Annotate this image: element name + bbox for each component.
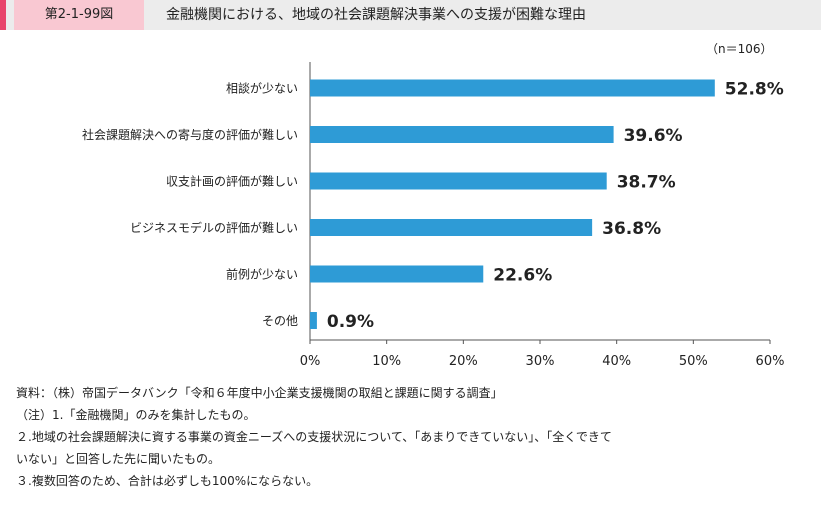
x-tick-label: 0%: [300, 354, 321, 369]
bar-chart: 0% 10% 20% 30% 40% 50% 60% 相談が少ない 52.8% 社会課題解決への寄…: [82, 62, 785, 369]
value-label: 22.6%: [493, 266, 552, 286]
x-tick-label: 40%: [602, 354, 631, 369]
category-label: その他: [262, 314, 298, 328]
x-tick-label: 20%: [449, 354, 478, 369]
value-label: 39.6%: [624, 126, 683, 146]
source-note: 資料：（株）帝国データバンク「令和６年度中小企業支援機関の取組と課題に関する調査…: [16, 386, 503, 400]
value-label: 36.8%: [602, 219, 661, 239]
value-label: 38.7%: [617, 173, 676, 193]
x-tick-label: 10%: [372, 354, 401, 369]
figure-id: 第2-1-99図: [14, 0, 144, 30]
note-3: ３.複数回答のため、合計は必ずしも100%にならない。: [16, 474, 319, 488]
figure-header: 第2-1-99図 金融機関における、地域の社会課題解決事業への支援が困難な理由: [0, 0, 821, 30]
category-label: 収支計画の評価が難しい: [166, 174, 298, 189]
category-label: 相談が少ない: [226, 81, 298, 96]
bar: [310, 265, 484, 283]
note-1: （注）1.「金融機関」のみを集計したもの。: [16, 408, 256, 422]
bar: [310, 126, 614, 143]
category-label: 社会課題解決への寄与度の評価が難しい: [82, 127, 298, 142]
category-label: 前例が少ない: [226, 267, 298, 282]
bar: [310, 79, 715, 97]
note-2-continued: いない」と回答した先に聞いたもの。: [16, 452, 221, 466]
bar: [310, 219, 593, 236]
header-accent-bar: [0, 0, 6, 30]
footnotes: 資料：（株）帝国データバンク「令和６年度中小企業支援機関の取組と課題に関する調査…: [16, 382, 816, 492]
figure-title: 金融機関における、地域の社会課題解決事業への支援が困難な理由: [166, 7, 586, 23]
note-2: ２.地域の社会課題解決に資する事業の資金ニーズへの支援状況について、「あまりでき…: [16, 430, 612, 444]
value-label: 52.8%: [725, 80, 784, 100]
x-tick-label: 60%: [756, 354, 785, 369]
x-tick-label: 50%: [679, 354, 708, 369]
x-tick-label: 30%: [526, 354, 555, 369]
sample-size-note: （n＝106）: [706, 42, 773, 56]
value-label: 0.9%: [327, 312, 374, 332]
category-label: ビジネスモデルの評価が難しい: [130, 220, 298, 235]
bar: [310, 312, 317, 329]
bar: [310, 172, 607, 190]
